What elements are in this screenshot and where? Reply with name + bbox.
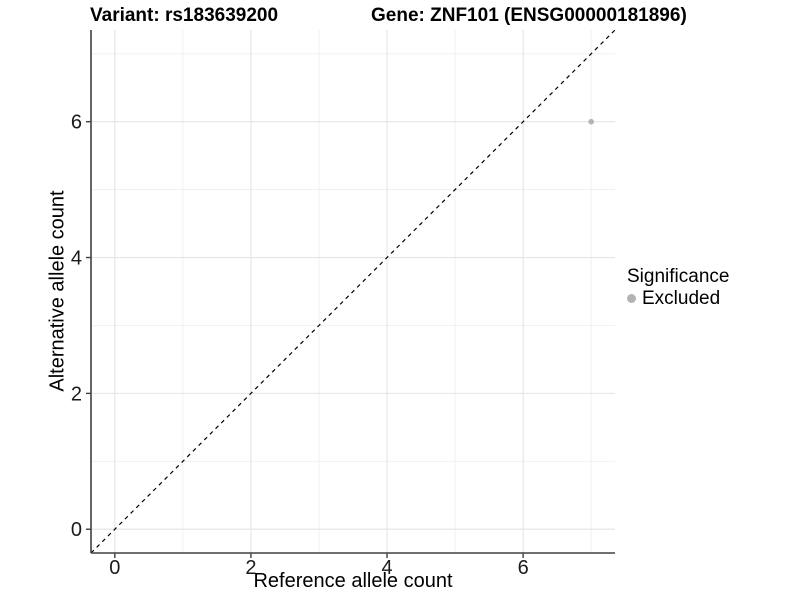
data-point (588, 118, 594, 125)
x-tick-label: 2 (245, 557, 256, 579)
y-tick-label: 2 (71, 383, 82, 405)
legend: Significance Excluded (627, 266, 729, 309)
identity-line (90, 29, 616, 554)
x-tick-label: 0 (109, 557, 120, 579)
legend-item-label: Excluded (642, 288, 721, 309)
plot-title-gene: Gene: ZNF101 (ENSG00000181896) (371, 5, 687, 26)
y-tick-label: 0 (71, 519, 82, 541)
y-axis-title: Alternative allele count (46, 190, 69, 392)
y-tick-label: 6 (71, 112, 82, 134)
legend-title: Significance (627, 266, 730, 287)
x-tick-label: 6 (518, 557, 529, 579)
plot-title-variant: Variant: rs183639200 (90, 5, 279, 26)
legend-item-excluded: Excluded (627, 288, 729, 309)
x-axis-title: Reference allele count (253, 570, 453, 592)
legend-point-icon (627, 294, 636, 303)
x-tick-label: 4 (381, 557, 392, 579)
y-tick-label: 4 (71, 248, 82, 270)
